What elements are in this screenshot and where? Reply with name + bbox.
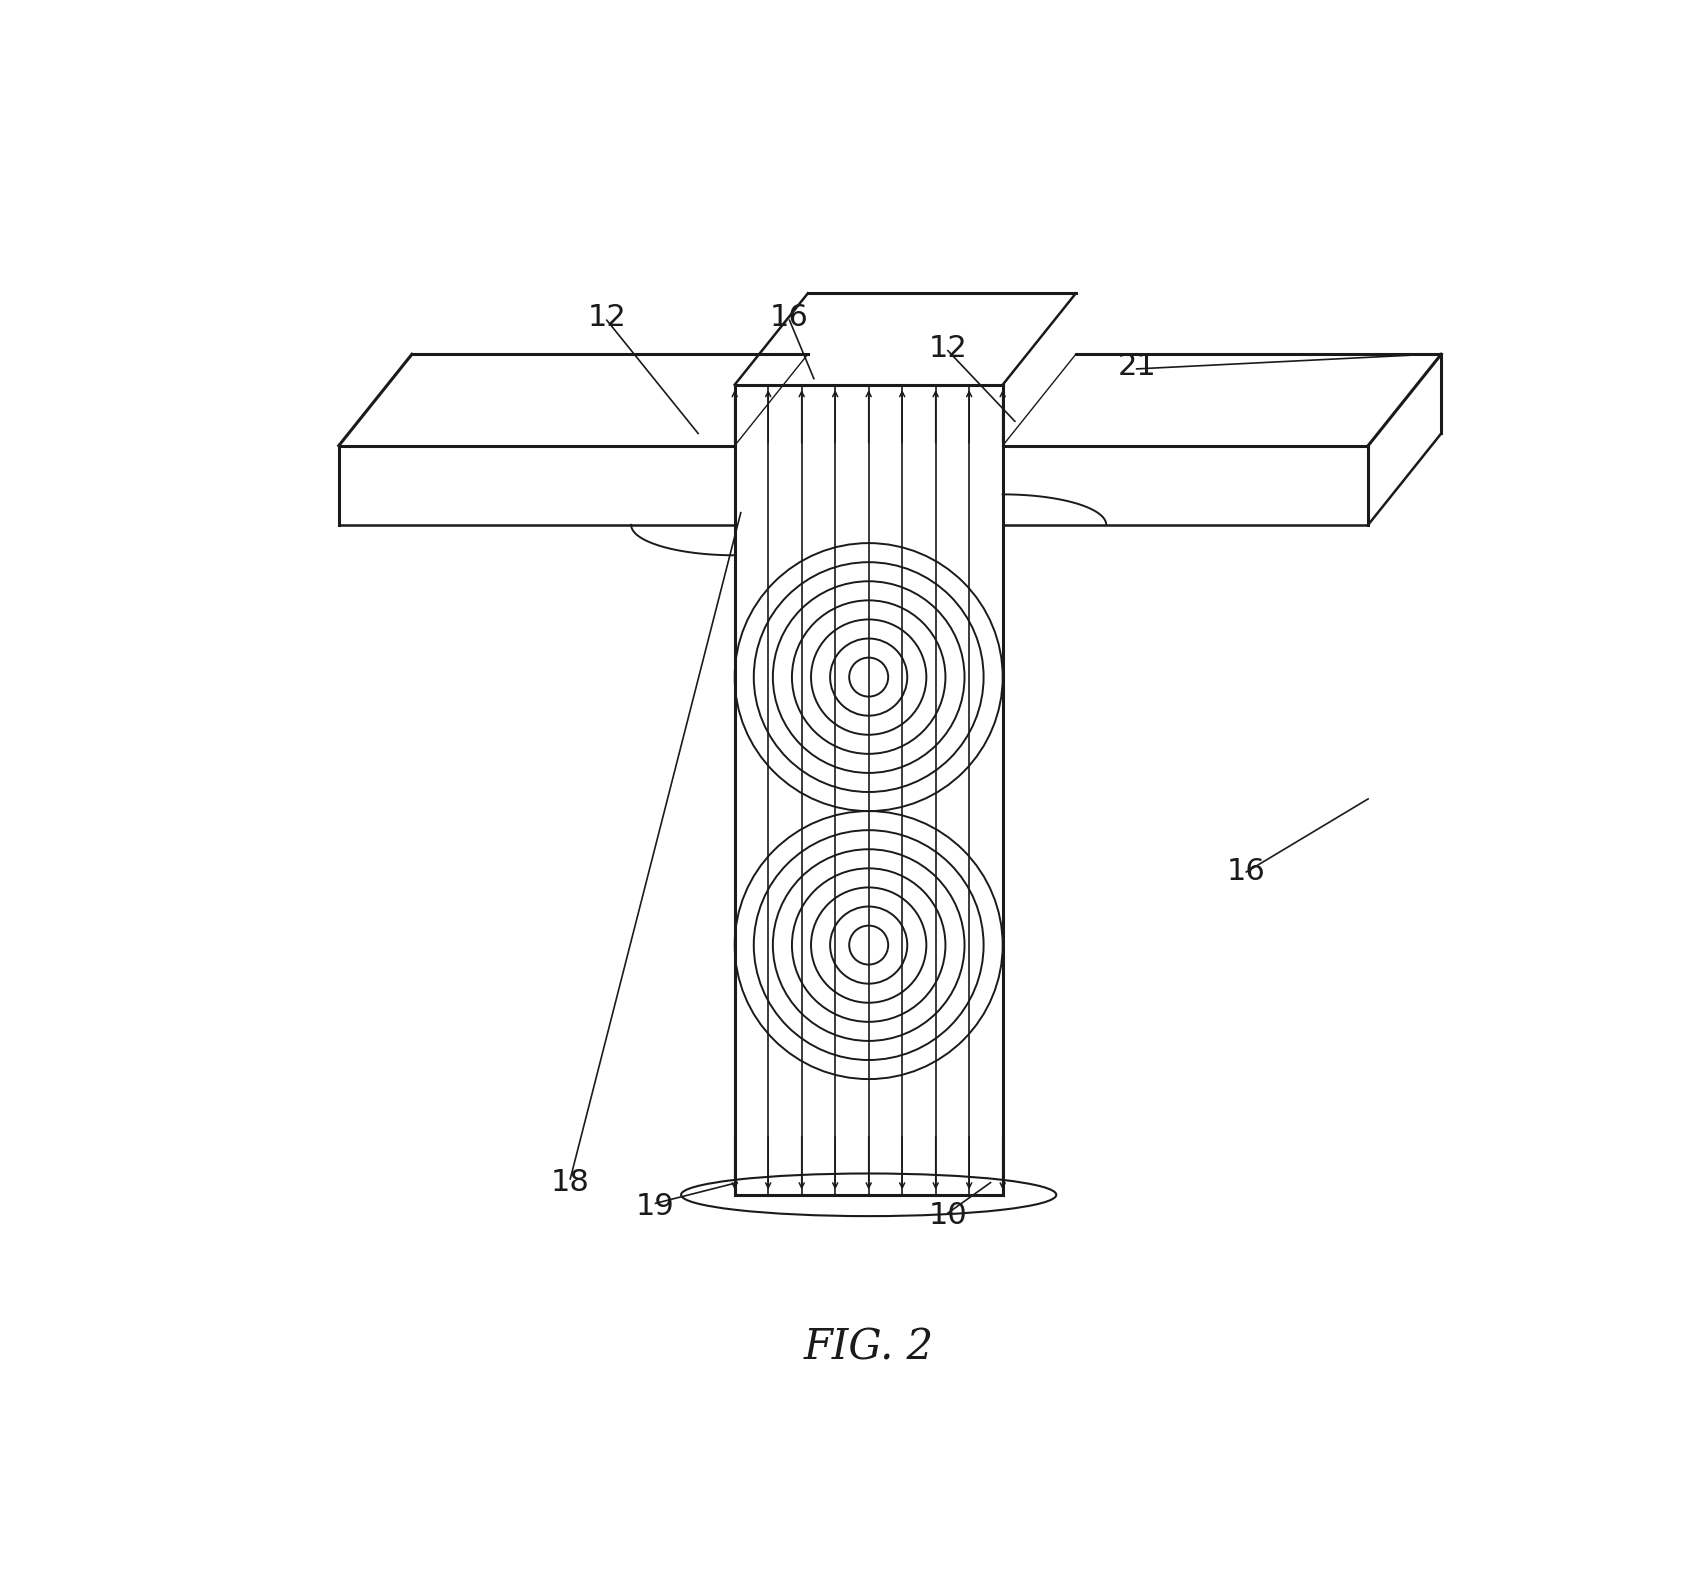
Text: 21: 21 <box>1117 351 1156 381</box>
Text: 16: 16 <box>1227 857 1266 886</box>
Text: 12: 12 <box>929 334 968 362</box>
Text: 12: 12 <box>588 304 625 332</box>
Text: 10: 10 <box>929 1201 968 1231</box>
Text: 16: 16 <box>770 304 809 332</box>
Text: 19: 19 <box>636 1193 675 1221</box>
Text: 18: 18 <box>551 1168 590 1198</box>
Text: FIG. 2: FIG. 2 <box>803 1326 934 1368</box>
